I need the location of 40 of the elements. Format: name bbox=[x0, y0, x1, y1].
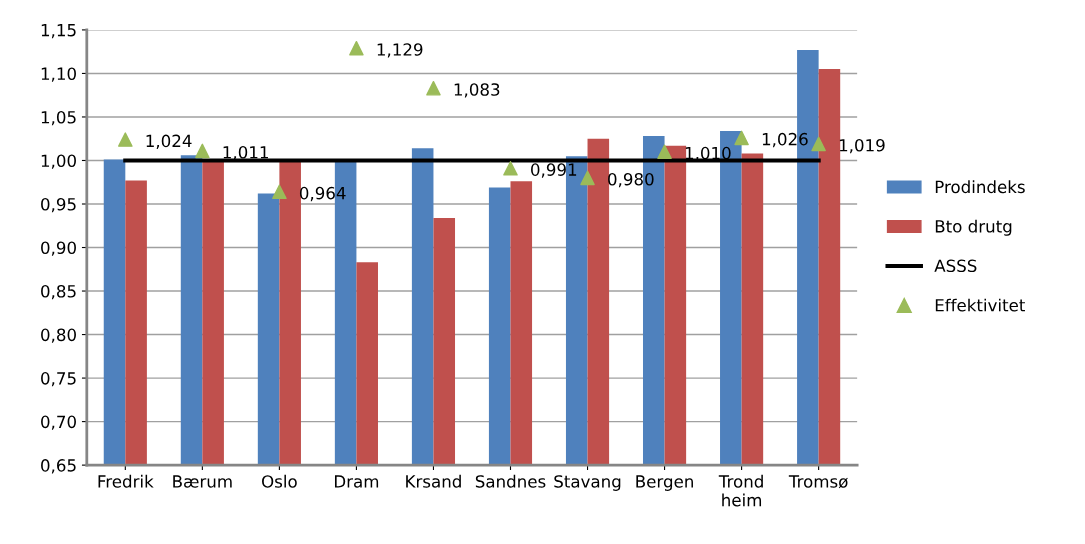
data-label: 1,011 bbox=[223, 145, 268, 161]
x-tick-label: Stavang bbox=[554, 475, 621, 491]
x-tick-label: Sandnes bbox=[475, 474, 546, 488]
x-tick-label: Krsand bbox=[406, 474, 461, 488]
x-tick-label: Bergen bbox=[636, 475, 693, 491]
point bbox=[195, 143, 210, 159]
x-tick-label: Trond heim bbox=[718, 474, 763, 507]
y-tick-label: 0,75 bbox=[41, 372, 76, 387]
y-tick-label: 1,00 bbox=[41, 154, 76, 169]
legend-label: Effektivitet bbox=[935, 298, 1025, 312]
point bbox=[118, 132, 133, 147]
data-label: 1,129 bbox=[377, 43, 423, 58]
point bbox=[349, 40, 364, 56]
y-tick-label: 0,80 bbox=[41, 328, 76, 343]
legend-label: Prodindeks bbox=[935, 180, 1025, 194]
x-tick-label: Oslo bbox=[262, 474, 297, 488]
point bbox=[580, 170, 595, 186]
data-label: 1,019 bbox=[839, 138, 885, 154]
y-tick-label: 0,95 bbox=[41, 197, 76, 213]
point bbox=[272, 184, 287, 200]
point bbox=[426, 80, 441, 96]
point bbox=[503, 161, 518, 176]
y-tick-label: 0,90 bbox=[41, 241, 76, 256]
x-tick-label: Fredrik bbox=[98, 474, 154, 488]
y-tick-label: 0,85 bbox=[41, 285, 76, 300]
legend-label: ASSS bbox=[934, 259, 977, 273]
x-tick-label: Bærum bbox=[173, 475, 232, 488]
point bbox=[657, 144, 672, 160]
point bbox=[734, 130, 749, 146]
x-tick-label: Dram bbox=[334, 475, 379, 488]
legend-label: Bto drutg bbox=[935, 219, 1012, 236]
y-tick-label: 1,10 bbox=[41, 67, 76, 82]
y-tick-label: 0,70 bbox=[41, 415, 76, 430]
point bbox=[811, 136, 826, 152]
y-tick-label: 1,15 bbox=[41, 24, 76, 39]
y-tick-label: 0,65 bbox=[41, 459, 76, 474]
data-label: 1,083 bbox=[454, 83, 500, 98]
y-tick-label: 1,05 bbox=[41, 110, 76, 126]
x-tick-label: Tromsø bbox=[788, 475, 848, 489]
data-label: 1,024 bbox=[146, 134, 192, 149]
